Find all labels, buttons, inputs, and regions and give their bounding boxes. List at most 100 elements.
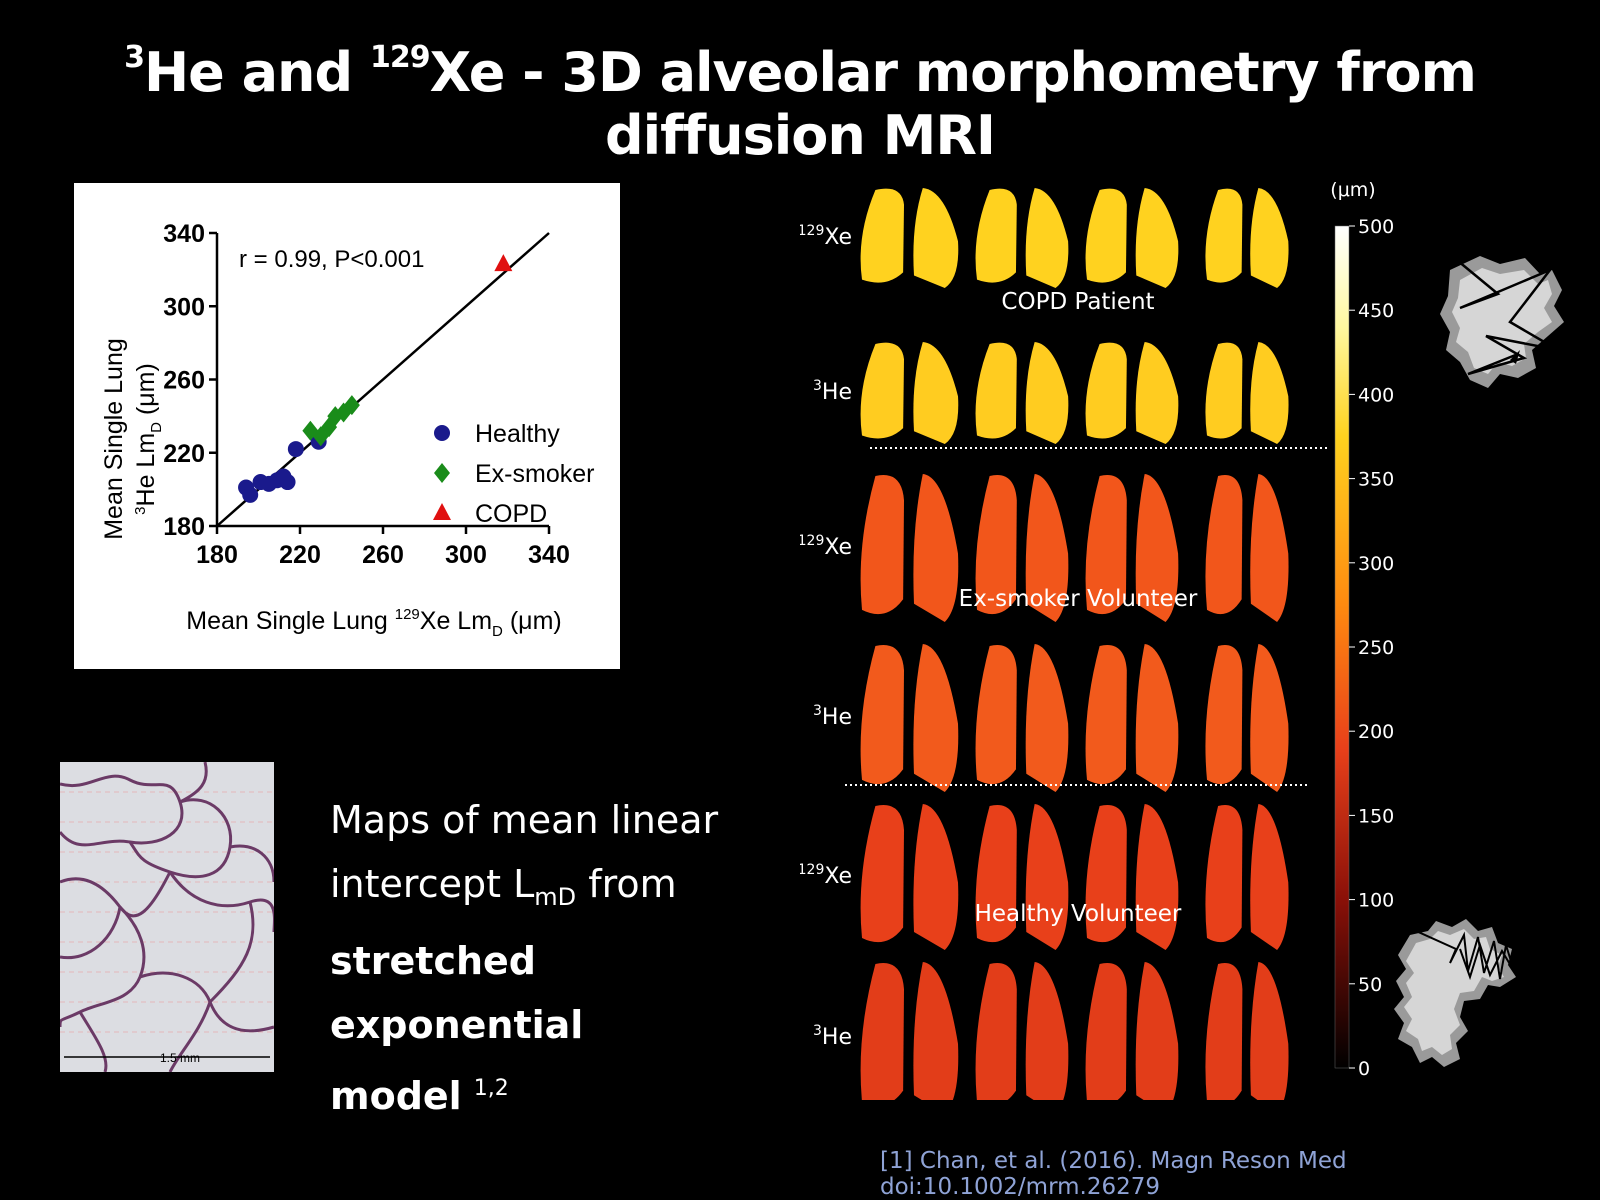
lung-map-left [1205, 645, 1243, 785]
body-line3-bold: stretched exponential [330, 939, 584, 1047]
legend-label: COPD [475, 500, 547, 528]
lung-map-right [1025, 962, 1069, 1114]
lung-map-right [1025, 804, 1069, 950]
lung-map-right [1135, 342, 1179, 444]
lung-map-right [1135, 188, 1179, 288]
data-point-ex-smoker [321, 417, 338, 438]
lung-map-left [975, 342, 1017, 439]
lung-map-right [1025, 188, 1069, 288]
lung-map-left [860, 188, 904, 283]
lung-histology-micrograph: 1.5 mm [58, 761, 276, 1073]
lung-map-right [1135, 474, 1179, 622]
data-point-healthy [242, 486, 259, 503]
lung-map-left [975, 805, 1017, 943]
colorbar-unit: (μm) [1330, 179, 1375, 201]
legend-label: Healthy [475, 420, 560, 448]
data-point-ex-smoker [343, 395, 360, 416]
lung-map-left [1205, 963, 1243, 1106]
mri-maps-panel: 129Xe 3He 129Xe 3He 129Xe 3He COPD Patient Ex-… [798, 170, 1600, 1114]
map-row-label: 129Xe [800, 862, 852, 889]
y-tick-label: 260 [163, 367, 205, 395]
lung-map-left [975, 645, 1017, 785]
legend-marker-ex-smoker [434, 463, 450, 483]
lung-map-left [1085, 805, 1127, 943]
lung-map-right [913, 474, 959, 622]
x-axis-label: Mean Single Lung 129Xe LmD (μm) [186, 606, 561, 640]
y-tick-label: 340 [163, 220, 205, 248]
colorbar [1334, 225, 1350, 1069]
lung-map-right [1135, 644, 1179, 792]
lung-map-right [1135, 804, 1179, 950]
colorbar-tick-label: 450 [1358, 300, 1394, 322]
data-point-copd [494, 254, 513, 272]
map-row: 129Xe [798, 804, 1289, 950]
map-row: 3He [813, 962, 1289, 1114]
colorbar-tick-label: 400 [1358, 384, 1394, 406]
body-text: Maps of mean linear intercept LmD from s… [330, 788, 730, 1128]
data-point-healthy [287, 441, 304, 458]
lung-map-right [913, 644, 959, 792]
lung-map-right [1250, 474, 1289, 622]
lung-map-left [975, 475, 1017, 615]
large-alveoli-schematic [1440, 255, 1564, 388]
lung-map-right [1250, 962, 1289, 1114]
lung-map-right [1025, 644, 1069, 792]
lung-map-left [860, 645, 904, 785]
colorbar-tick-label: 500 [1358, 216, 1394, 238]
map-row: 3He [813, 644, 1289, 792]
scatter-chart-panel: 180 220 260 300 340 180 220 260 300 340 r = 0.99,… [74, 183, 620, 669]
colorbar-tick-label: 100 [1358, 890, 1394, 912]
colorbar-tick-label: 200 [1358, 721, 1394, 743]
y-tick-label: 220 [163, 440, 205, 468]
lung-map-left [1085, 342, 1127, 439]
map-row: 129Xe [798, 474, 1289, 622]
map-group-label: Healthy Volunteer [975, 901, 1182, 927]
lung-map-right [1135, 962, 1179, 1114]
lung-map-right [1250, 188, 1289, 288]
lung-map-left [975, 963, 1017, 1106]
map-group-label: COPD Patient [1001, 289, 1154, 315]
colorbar-tick-label: 350 [1358, 469, 1394, 491]
body-line1: Maps of mean linear [330, 798, 719, 842]
scatter-chart: 180 220 260 300 340 180 220 260 300 340 r = 0.99,… [100, 220, 594, 640]
small-alveoli-schematic [1393, 919, 1516, 1067]
lung-map-left [1085, 188, 1127, 283]
x-tick-label: 340 [528, 541, 570, 569]
slide-title: 3He and 129Xe - 3D alveolar morphometry … [124, 40, 1477, 167]
lung-map-right [913, 188, 959, 288]
map-row-label: 3He [813, 378, 852, 405]
map-group-label: Ex-smoker Volunteer [959, 586, 1198, 612]
colorbar-tick-label: 150 [1358, 805, 1394, 827]
lung-map-left [1085, 645, 1127, 785]
lung-map-left [1205, 805, 1243, 943]
x-tick-label: 260 [362, 541, 404, 569]
lung-map-left [975, 188, 1017, 283]
body-line4: model 1,2 [330, 1074, 509, 1118]
y-axis-label-line2: 3He LmD (μm) [132, 363, 165, 515]
legend-marker-healthy [434, 425, 450, 441]
y-tick-label: 300 [163, 293, 205, 321]
map-row-label: 3He [813, 1023, 852, 1050]
colorbar-tick-label: 50 [1358, 974, 1382, 996]
lung-map-right [913, 804, 959, 950]
lung-map-right [1250, 804, 1289, 950]
legend-label: Ex-smoker [475, 460, 594, 488]
lung-map-left [1085, 963, 1127, 1106]
micrograph-image: 1.5 mm [58, 761, 276, 1073]
body-line2: intercept LmD from [330, 862, 677, 911]
y-tick-label: 180 [163, 513, 205, 541]
lung-map-left [860, 475, 904, 615]
lung-map-left [860, 963, 904, 1106]
data-point-ex-smoker [312, 426, 329, 447]
lung-map-left [1205, 342, 1243, 439]
colorbar-tick-label: 300 [1358, 553, 1394, 575]
x-tick-label: 220 [279, 541, 321, 569]
map-row: 3He [813, 342, 1289, 444]
lung-map-left [1205, 475, 1243, 615]
citation: [1] Chan, et al. (2016). Magn Reson Med … [880, 1148, 1347, 1200]
map-row-label: 3He [813, 703, 852, 730]
lung-map-right [1250, 342, 1289, 444]
map-row-label: 129Xe [800, 533, 852, 560]
lung-map-right [1250, 644, 1289, 792]
mri-maps: 129Xe 3He 129Xe 3He 129Xe 3He COPD Patient Ex-… [798, 179, 1564, 1114]
